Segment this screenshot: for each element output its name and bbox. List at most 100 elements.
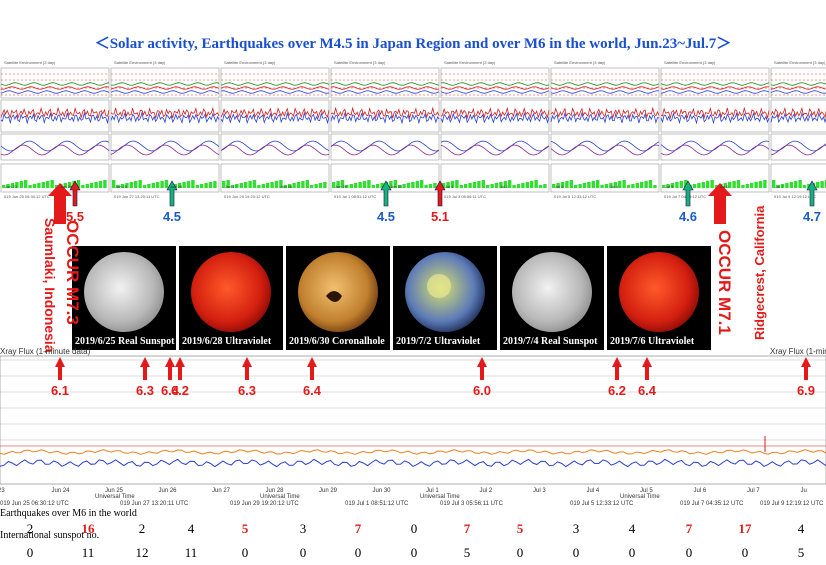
kp-bar [367, 180, 371, 188]
flux-trace [220, 90, 330, 94]
kp-bar [411, 182, 415, 188]
universal-time-label: Universal Time [260, 494, 300, 500]
kp-bar [530, 181, 534, 188]
world-quake-label: 6.0 [472, 383, 492, 398]
kp-bar [521, 183, 525, 188]
sunspot-count: 0 [410, 545, 418, 560]
panel-header: Satellite Environment (3 day) [554, 60, 606, 65]
electron-trace [440, 144, 550, 156]
magnetometer-trace [660, 111, 770, 125]
world-quake-arrow [242, 357, 252, 380]
flux-trace [330, 90, 440, 94]
sunspot-count: 0 [26, 545, 34, 560]
japan-quake-arrow [806, 180, 818, 207]
subplot-frame [110, 163, 220, 193]
kp-bar [424, 185, 428, 188]
subplot-frame [220, 67, 330, 99]
occur-arrow-left [48, 183, 72, 224]
subplot-frame [770, 133, 826, 161]
electron-trace [660, 140, 770, 152]
world-row-label: Earthquakes over M6 in the world [0, 508, 137, 519]
world-quake-count: 7 [463, 521, 471, 536]
world-quake-label: 6.4 [637, 383, 657, 398]
kp-bar [802, 185, 807, 188]
sunspot-count: 0 [741, 545, 749, 560]
kp-bar [565, 181, 569, 188]
kp-bar [358, 182, 362, 188]
kp-bar [362, 181, 367, 188]
kp-bar [596, 180, 600, 188]
world-quake-count: 17 [738, 521, 752, 536]
universal-time-label: Universal Time [420, 494, 460, 500]
kp-bar [103, 180, 107, 188]
kp-bar [398, 185, 402, 188]
kp-bar [376, 184, 380, 188]
flux-trace [440, 86, 550, 90]
panel-header: Satellite Environment (3 day) [4, 60, 56, 65]
xray-frame [0, 355, 826, 485]
kp-bar [24, 180, 28, 188]
flux-trace [110, 82, 220, 86]
panel-header: Satellite Environment (3 day) [114, 60, 166, 65]
time-tick-label: Jul 5 [640, 488, 653, 494]
kp-bar [200, 184, 204, 188]
japan-quake-arrow [380, 180, 392, 207]
active-region [427, 274, 451, 298]
kp-bar [552, 184, 556, 188]
kp-bar [204, 183, 208, 188]
occur-label-right: OCCUR M7.1 [715, 230, 734, 335]
sunspot-count: 12 [135, 545, 149, 560]
occur-arrow-right [708, 183, 732, 224]
kp-bar [340, 180, 345, 188]
kp-bar [464, 184, 468, 188]
kp-bar [68, 182, 72, 188]
kp-bar [235, 184, 239, 188]
top-date-label: Jun 24 [60, 184, 73, 189]
electron-trace [0, 140, 110, 152]
kp-bar [37, 183, 41, 188]
flux-trace [550, 82, 660, 86]
kp-bar [266, 183, 270, 188]
world-quake-arrow [140, 357, 150, 380]
kp-bar [230, 185, 235, 188]
updated-time: 019 Jul 7 04:35:12 UTC [664, 194, 706, 199]
sun-disc [191, 252, 271, 332]
kp-bar [182, 182, 186, 188]
kp-bar [6, 184, 10, 188]
flux-trace [110, 86, 220, 90]
sun-photo-label: 2019/6/25 Real Sunspot [75, 336, 175, 347]
kp-bar [560, 182, 565, 188]
kp-bar [644, 181, 648, 188]
satellite-panel: Satellite Environment (3 day) 019 Jul 1 0… [330, 60, 440, 199]
electron-trace [110, 140, 220, 152]
kp-bar [798, 180, 802, 188]
kp-bar [156, 182, 160, 188]
kp-bar [2, 185, 6, 188]
xray-trace [0, 449, 826, 455]
panel-header: Satellite Environment (3 day) [774, 60, 826, 65]
kp-bar [648, 180, 653, 188]
kp-bar [261, 184, 265, 188]
kp-bar [772, 180, 776, 188]
time-tick-label: Jul 6 [693, 488, 707, 494]
kp-bar [538, 185, 543, 188]
electron-trace [660, 144, 770, 156]
world-quake-count: 3 [299, 521, 307, 536]
subplot-frame [440, 163, 550, 193]
xray-updated-time: 019 Jul 9 12:19:12 UTC [760, 501, 824, 507]
world-quake-arrow [175, 357, 185, 380]
occur-label-left: OCCUR M7.3 [63, 220, 82, 325]
time-tick-label: Jun 28 [265, 488, 284, 494]
subplot-frame [110, 133, 220, 161]
kp-bar [697, 183, 701, 188]
flux-trace [660, 90, 770, 94]
kp-bar [345, 185, 349, 188]
sun-photo-label: 2019/7/2 Ultraviolet [396, 336, 481, 347]
magnetometer-trace [550, 111, 660, 125]
kp-bar [736, 180, 741, 188]
electron-trace [0, 144, 110, 156]
updated-time: 019 Jul 3 05:56:11 UTC [444, 194, 486, 199]
world-quake-count: 0 [410, 521, 418, 536]
kp-bar [336, 181, 340, 188]
